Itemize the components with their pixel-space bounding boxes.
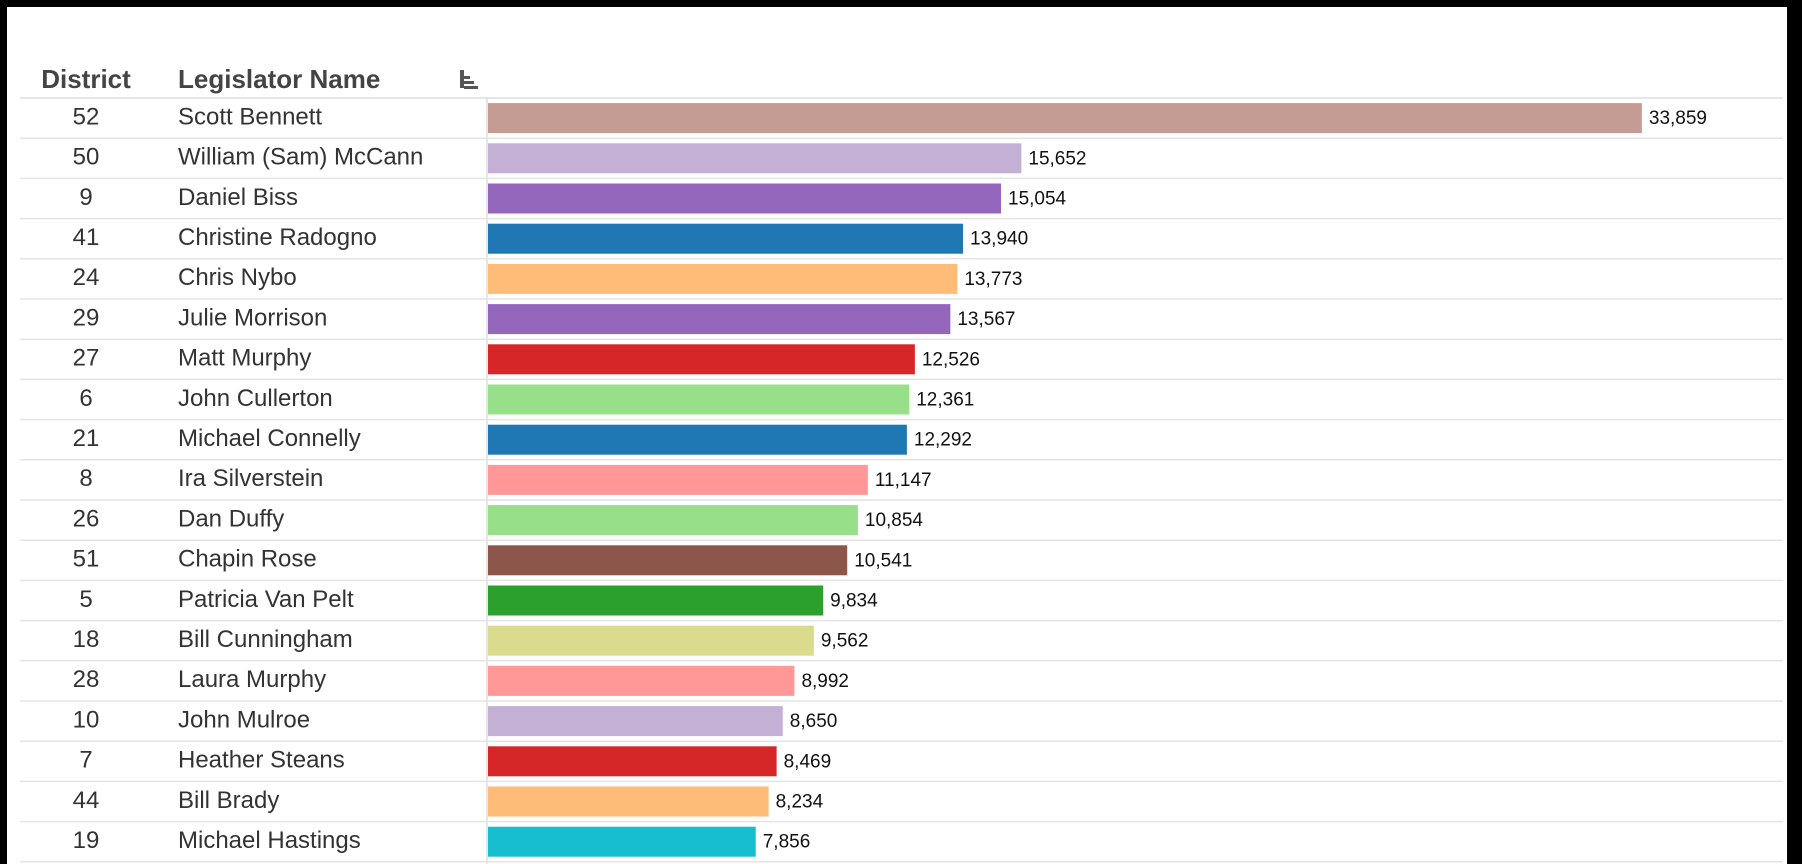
sort-icon[interactable] [460,70,478,89]
legislator-name: Laura Murphy [178,666,326,693]
bar [488,143,1022,174]
district: 18 [73,626,100,653]
district: 8 [79,465,92,492]
district: 21 [73,425,100,452]
bar [488,384,910,415]
district: 6 [79,385,92,412]
value-label: 8,469 [784,751,832,772]
legislator-name: Patricia Van Pelt [178,586,354,613]
district: 44 [73,787,100,814]
bar [488,183,1002,214]
bar [488,344,915,375]
value-label: 15,054 [1008,189,1067,210]
legislator-name: Michael Connelly [178,425,361,452]
bar [488,304,951,335]
value-label: 13,773 [964,269,1022,290]
legislator-name: Chris Nybo [178,264,297,291]
district: 26 [73,505,100,532]
value-label: 13,567 [957,309,1015,330]
value-label: 8,234 [776,792,824,813]
value-label: 9,562 [821,631,869,652]
legislator-name: Christine Radogno [178,224,377,251]
district: 52 [73,103,100,130]
value-label: 13,940 [970,229,1028,250]
value-label: 8,992 [801,671,849,692]
legislator-name: Bill Brady [178,787,279,814]
bar [488,263,958,294]
value-label: 12,361 [916,390,974,411]
legislator-name: Michael Hastings [178,827,361,854]
legislator-name: Ira Silverstein [178,465,323,492]
bar [488,424,907,455]
district: 19 [73,827,100,854]
value-label: 15,652 [1028,148,1086,169]
legislator-name: Scott Bennett [178,103,322,130]
value-label: 10,854 [865,510,924,531]
district: 10 [73,706,100,733]
district: 41 [73,224,100,251]
bar [488,505,858,536]
value-label: 8,650 [790,711,838,732]
value-label: 7,856 [763,832,811,853]
district: 5 [79,586,92,613]
bar [488,665,795,696]
column-header: Legislator Name [178,64,380,94]
bar [488,223,964,254]
value-label: 11,147 [875,470,932,491]
bar [488,103,1642,134]
district: 50 [73,144,100,171]
value-label: 9,834 [830,591,878,612]
bar [488,786,769,817]
legislator-name: John Mulroe [178,706,310,733]
district: 9 [79,184,92,211]
district: 27 [73,345,100,372]
legislator-name: Bill Cunningham [178,626,353,653]
value-label: 33,859 [1649,108,1707,129]
bar [488,625,814,656]
bar [488,585,824,616]
district: 24 [73,264,100,291]
legislator-name: Chapin Rose [178,546,317,573]
district: 29 [73,304,100,331]
legislator-name: John Cullerton [178,385,333,412]
value-label: 10,541 [854,550,912,571]
district: 51 [73,546,100,573]
legislator-name: Heather Steans [178,747,345,774]
bar [488,464,868,495]
bar [488,706,783,737]
legislator-name: Dan Duffy [178,505,284,532]
legislator-name: Daniel Biss [178,184,298,211]
district: 7 [79,747,92,774]
bar [488,826,756,857]
value-label: 12,292 [914,430,972,451]
district: 28 [73,666,100,693]
bar [488,545,848,576]
column-header: District [41,64,131,94]
value-label: 12,526 [922,349,980,370]
legislator-name: Julie Morrison [178,304,327,331]
legislator-name: William (Sam) McCann [178,144,423,171]
bar [488,746,777,777]
legislator-name: Matt Murphy [178,345,311,372]
